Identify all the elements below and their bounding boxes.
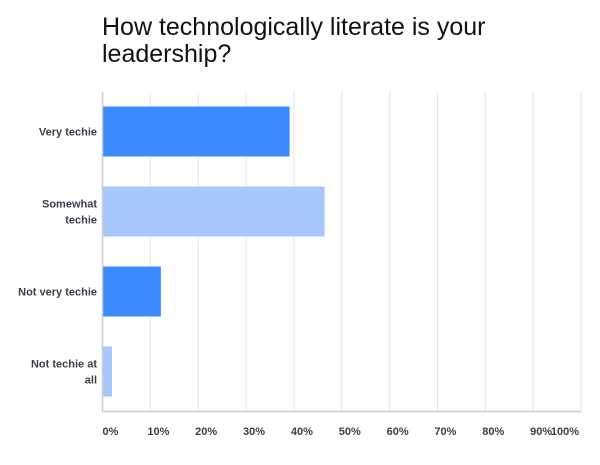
x-tick-label: 20% (195, 426, 217, 438)
bar-very-techie (102, 106, 290, 157)
x-tick-label: 80% (482, 426, 504, 438)
category-label: Not very techie (18, 287, 97, 299)
category-label: Not techie at (31, 359, 97, 371)
x-tick-label: 100% (551, 426, 579, 438)
bar-somewhat-techie (102, 186, 325, 237)
bar-not-techie-at-all (102, 346, 113, 397)
x-tick-label: 40% (291, 426, 313, 438)
bar-not-very-techie (102, 266, 161, 317)
x-tick-label: 30% (243, 426, 265, 438)
x-tick-label: 60% (387, 426, 409, 438)
category-label: Somewhat (42, 199, 97, 211)
x-tick-label: 90% (530, 426, 552, 438)
category-label: all (85, 375, 97, 387)
chart-title: How technologically literate is your lea… (102, 13, 486, 68)
category-label: Very techie (39, 127, 97, 139)
x-tick-label: 50% (339, 426, 361, 438)
x-tick-label: 70% (434, 426, 456, 438)
x-tick-label: 10% (147, 426, 169, 438)
category-label: techie (65, 215, 97, 227)
x-tick-label: 0% (103, 426, 119, 438)
